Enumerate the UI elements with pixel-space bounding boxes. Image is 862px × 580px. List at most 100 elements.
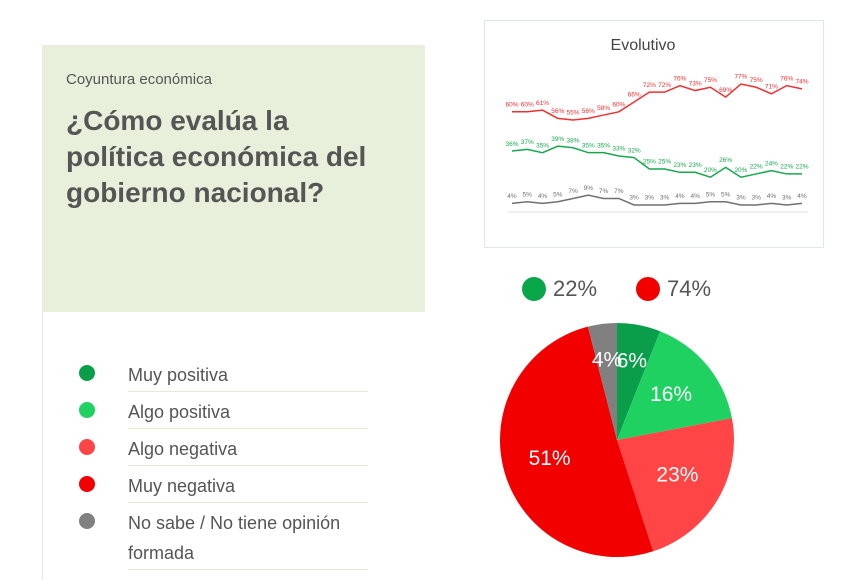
point-label: 33% bbox=[612, 146, 625, 153]
category: Coyuntura económica bbox=[66, 71, 212, 88]
point-label: 35% bbox=[582, 142, 595, 149]
point-label: 20% bbox=[704, 167, 717, 174]
point-label: 66% bbox=[628, 92, 641, 99]
point-label: 60% bbox=[612, 102, 625, 109]
legend-item: Muy positiva bbox=[70, 356, 370, 393]
summary-dot bbox=[522, 277, 546, 301]
point-label: 36% bbox=[505, 141, 518, 148]
point-label: 7% bbox=[599, 188, 609, 195]
summary-label: 22% bbox=[553, 276, 597, 301]
point-label: 38% bbox=[567, 137, 580, 144]
point-label: 69% bbox=[719, 87, 732, 94]
point-label: 75% bbox=[704, 77, 717, 84]
point-label: 20% bbox=[734, 167, 747, 174]
series-line bbox=[511, 194, 803, 206]
pie-slice bbox=[499, 326, 654, 558]
point-label: 72% bbox=[658, 82, 671, 89]
point-label: 22% bbox=[780, 164, 793, 171]
pie-slice bbox=[587, 323, 617, 440]
point-label: 73% bbox=[689, 80, 702, 87]
slice-label: 23% bbox=[656, 463, 698, 486]
point-label: 76% bbox=[673, 75, 686, 82]
legend: Muy positiva Algo positiva Algo negativa Mu… bbox=[70, 356, 370, 570]
slice-label: 4% bbox=[592, 349, 622, 372]
point-label: 56% bbox=[551, 108, 564, 115]
header-panel: Coyuntura económica ¿Cómo evalúa la polí… bbox=[42, 45, 425, 312]
point-label: 25% bbox=[658, 159, 671, 166]
point-label: 37% bbox=[521, 139, 534, 146]
pie-slice bbox=[617, 323, 661, 440]
summary-dot bbox=[636, 277, 660, 301]
point-label: 23% bbox=[689, 162, 702, 169]
point-label: 25% bbox=[643, 159, 656, 166]
point-label: 4% bbox=[797, 193, 807, 200]
point-label: 5% bbox=[523, 191, 533, 198]
legend-dot bbox=[79, 476, 95, 492]
point-label: 24% bbox=[765, 160, 778, 167]
series-line bbox=[511, 145, 802, 179]
point-label: 3% bbox=[645, 195, 655, 202]
point-label: 22% bbox=[795, 164, 808, 171]
legend-item: Algo negativa bbox=[70, 430, 370, 467]
point-label: 60% bbox=[521, 102, 534, 109]
point-label: 71% bbox=[765, 84, 778, 91]
series-line bbox=[512, 83, 803, 121]
point-label: 76% bbox=[780, 75, 793, 82]
point-label: 3% bbox=[629, 195, 639, 202]
slice-label: 51% bbox=[529, 447, 571, 470]
title: ¿Cómo evalúa la política económica del g… bbox=[66, 105, 367, 208]
line-title: Evolutivo bbox=[611, 37, 676, 54]
point-label: 22% bbox=[750, 164, 763, 171]
pie-slice bbox=[617, 418, 735, 552]
legend-dot bbox=[79, 365, 95, 381]
slice-label: 16% bbox=[650, 383, 692, 406]
point-label: 3% bbox=[660, 195, 670, 202]
pie-slice bbox=[617, 331, 732, 440]
legend-item: Algo positiva bbox=[70, 393, 370, 430]
legend-item: No sabe / No tiene opinión formada bbox=[70, 504, 370, 570]
point-label: 56% bbox=[582, 108, 595, 115]
legend-label: Muy negativa bbox=[128, 471, 368, 503]
point-label: 7% bbox=[614, 188, 624, 195]
point-label: 61% bbox=[536, 100, 549, 107]
point-label: 39% bbox=[551, 136, 564, 143]
point-label: 4% bbox=[690, 193, 700, 200]
point-label: 32% bbox=[628, 147, 641, 154]
point-label: 74% bbox=[795, 79, 808, 86]
point-label: 3% bbox=[752, 195, 762, 202]
point-label: 3% bbox=[782, 195, 792, 202]
legend-label: Muy positiva bbox=[128, 360, 368, 392]
point-label: 55% bbox=[567, 110, 580, 117]
point-label: 4% bbox=[675, 193, 685, 200]
point-label: 5% bbox=[721, 191, 731, 198]
legend-dot bbox=[79, 439, 95, 455]
point-label: 77% bbox=[734, 74, 747, 81]
legend-item: Muy negativa bbox=[70, 467, 370, 504]
point-label: 9% bbox=[584, 185, 594, 192]
point-label: 58% bbox=[597, 105, 610, 112]
point-label: 75% bbox=[750, 77, 763, 84]
point-label: 4% bbox=[538, 193, 548, 200]
point-label: 35% bbox=[536, 142, 549, 149]
point-label: 26% bbox=[719, 157, 732, 164]
legend-label: Algo negativa bbox=[128, 434, 368, 466]
point-label: 60% bbox=[505, 102, 518, 109]
legend-dot bbox=[79, 402, 95, 418]
divider bbox=[42, 312, 43, 580]
slice-label: 6% bbox=[617, 349, 647, 372]
point-label: 35% bbox=[597, 142, 610, 149]
legend-dot bbox=[79, 513, 95, 529]
summary-label: 74% bbox=[667, 276, 711, 301]
point-label: 4% bbox=[507, 193, 517, 200]
line-chart-box bbox=[484, 20, 824, 248]
point-label: 23% bbox=[673, 162, 686, 169]
legend-label: No sabe / No tiene opinión formada bbox=[128, 508, 368, 570]
point-label: 5% bbox=[553, 191, 563, 198]
point-label: 4% bbox=[767, 193, 777, 200]
point-label: 7% bbox=[568, 188, 578, 195]
point-label: 72% bbox=[643, 82, 656, 89]
point-label: 3% bbox=[736, 195, 746, 202]
legend-label: Algo positiva bbox=[128, 397, 368, 429]
